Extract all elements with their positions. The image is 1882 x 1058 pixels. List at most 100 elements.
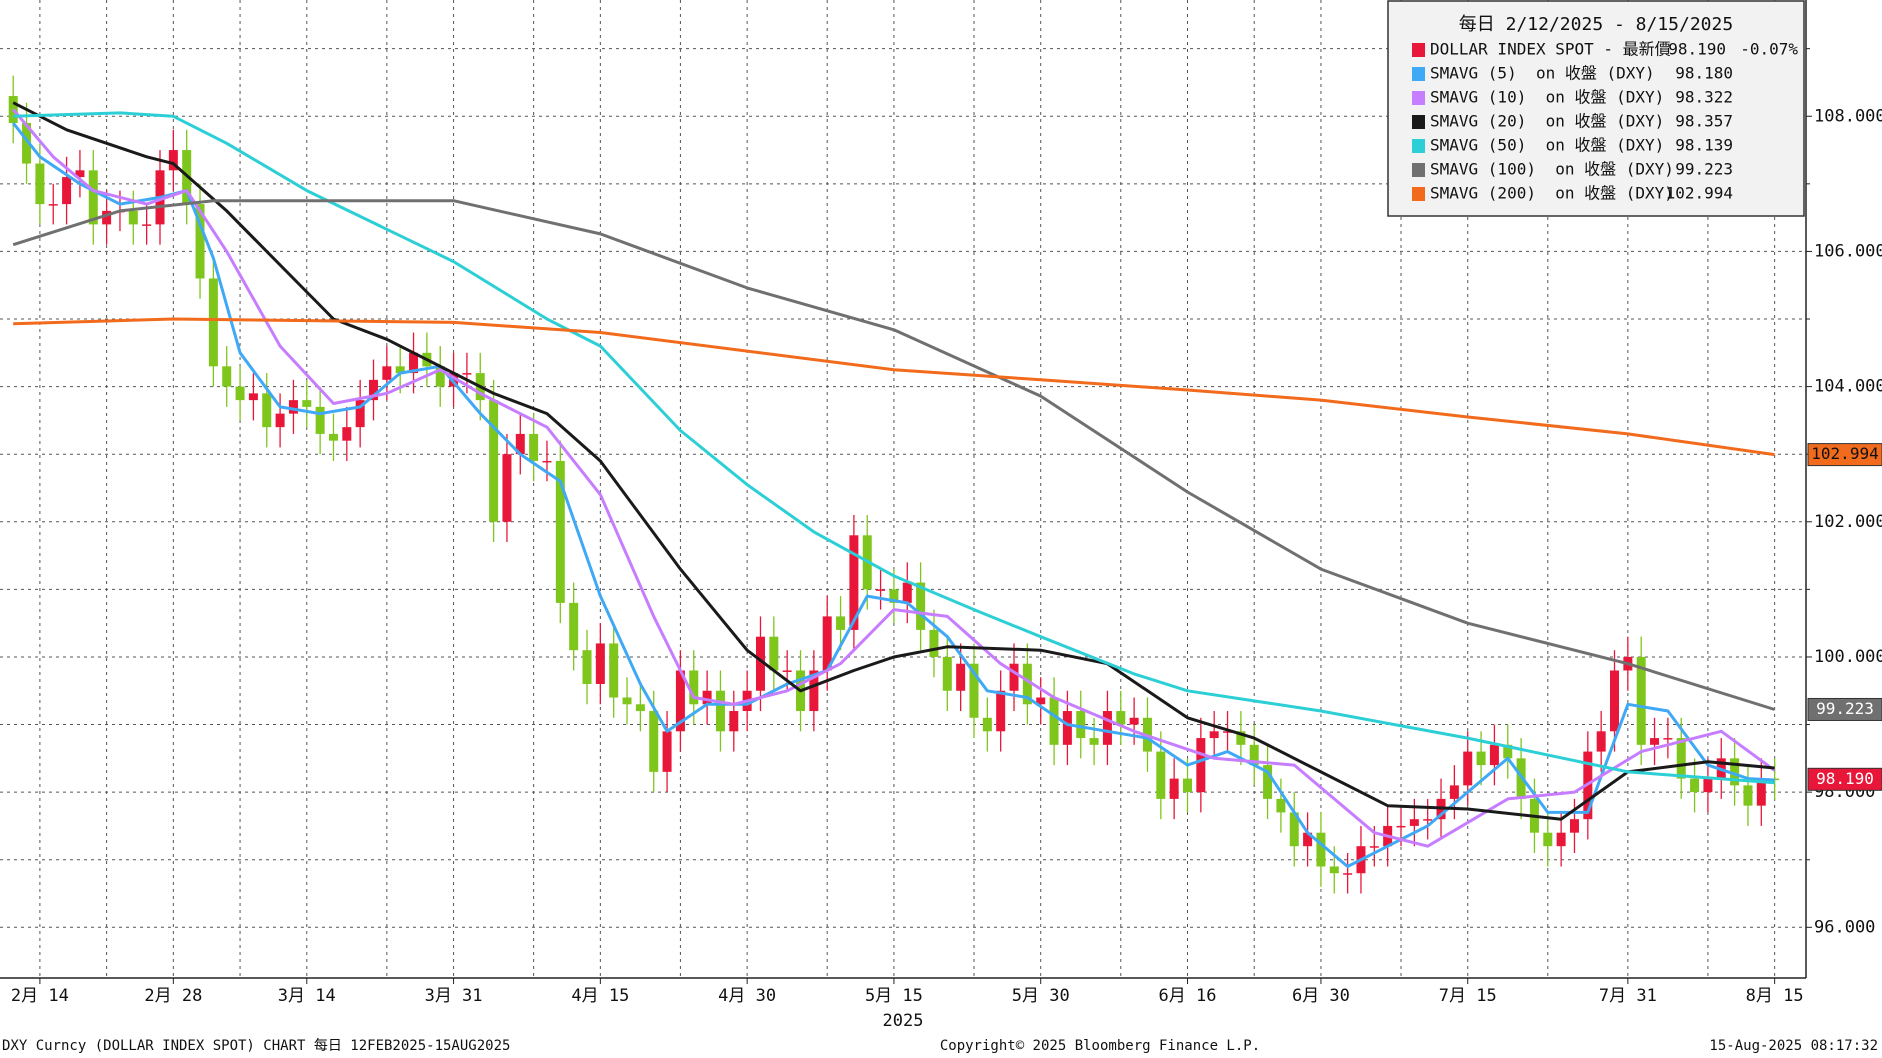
- price-tag: [1807, 697, 1882, 721]
- candle-body: [1223, 731, 1233, 733]
- candle-body: [1756, 778, 1766, 806]
- candle-body: [1569, 819, 1579, 833]
- y-tick-label: 106.000: [1814, 241, 1882, 261]
- candle-body: [1409, 819, 1419, 826]
- candle-body: [1076, 711, 1086, 739]
- candle-body: [1743, 785, 1753, 806]
- candle-body: [689, 670, 699, 705]
- candle-body: [1396, 825, 1406, 828]
- candle-body: [822, 616, 832, 671]
- candle-body: [929, 629, 939, 657]
- candle-body: [609, 643, 619, 698]
- candle-body: [342, 427, 352, 441]
- candle-body: [409, 352, 419, 374]
- x-tick-label: 2月 14: [11, 986, 69, 1006]
- candle-body: [555, 460, 565, 603]
- candle-body: [956, 663, 966, 691]
- footer-left: DXY Curncy (DOLLAR INDEX SPOT) CHART 每日 …: [2, 1038, 510, 1054]
- candle-body: [782, 670, 792, 672]
- candle-body: [1489, 744, 1499, 766]
- legend-swatch: [1412, 187, 1425, 201]
- candle-body: [248, 393, 258, 401]
- price-tag: [1807, 767, 1882, 791]
- legend-swatch: [1412, 163, 1425, 177]
- legend-label: SMAVG (50) on 收盤 (DXY): [1430, 136, 1664, 155]
- legend-title: 每日 2/12/2025 - 8/15/2025: [1459, 14, 1733, 35]
- legend-swatch: [1412, 139, 1425, 153]
- x-tick-label: 3月 31: [425, 986, 483, 1006]
- candle-body: [889, 589, 899, 603]
- candle-body: [1703, 778, 1713, 793]
- candle-body: [502, 454, 512, 522]
- lines: [12, 101, 1776, 868]
- x-tick-label: 5月 15: [865, 986, 923, 1006]
- candle-body: [48, 204, 58, 206]
- candle-body: [1636, 656, 1646, 745]
- legend-value: 98.357: [1675, 112, 1733, 131]
- price-tag-label: 102.994: [1811, 444, 1878, 463]
- footer-right: 15-Aug-2025 08:17:32: [1709, 1038, 1878, 1054]
- candle-body: [969, 663, 979, 718]
- candle-body: [902, 582, 912, 603]
- candle-body: [102, 210, 112, 225]
- candle-body: [1116, 711, 1126, 725]
- x-tick-label: 4月 30: [718, 986, 776, 1006]
- candle-body: [1049, 697, 1059, 745]
- legend-swatch: [1412, 91, 1425, 105]
- candle-body: [1503, 744, 1513, 759]
- ma-line: [13, 111, 1775, 785]
- x-tick-label: 5月 30: [1012, 986, 1070, 1006]
- y-tick-label: 108.000: [1814, 106, 1882, 126]
- x-tick-label: 7月 15: [1439, 986, 1497, 1006]
- candle-body: [235, 386, 245, 401]
- candle-body: [649, 711, 659, 772]
- candle-body: [729, 711, 739, 732]
- candle-body: [755, 636, 765, 691]
- candle-body: [128, 210, 138, 225]
- candle-body: [529, 433, 539, 461]
- legend-value: 99.223: [1675, 160, 1733, 179]
- candle-body: [1062, 711, 1072, 745]
- candle-body: [462, 373, 472, 375]
- candle-body: [75, 170, 85, 178]
- x-tick-label: 7月 31: [1599, 986, 1657, 1006]
- candle-body: [809, 670, 819, 712]
- legend-label: SMAVG (100) on 收盤 (DXY): [1430, 160, 1674, 179]
- candle-body: [262, 393, 272, 428]
- legend-value: 98.139: [1675, 136, 1733, 155]
- candle-body: [1022, 663, 1032, 705]
- legend: 每日 2/12/2025 - 8/15/2025 DOLLAR INDEX SP…: [1387, 0, 1805, 217]
- legend-value: 98.180: [1675, 64, 1733, 83]
- candle-body: [1543, 832, 1553, 847]
- candle-body: [1463, 751, 1473, 786]
- candle-body: [595, 643, 605, 684]
- candle-body: [1449, 785, 1459, 799]
- candle-body: [836, 616, 846, 630]
- candle-body: [849, 535, 859, 630]
- candle-body: [88, 170, 98, 225]
- candle-body: [1009, 663, 1019, 691]
- candle-body: [1610, 670, 1620, 732]
- x-tick-label: 6月 16: [1159, 986, 1217, 1006]
- candle-body: [1770, 778, 1780, 781]
- candle-body: [168, 150, 178, 171]
- ma-line: [12, 101, 1775, 821]
- x-tick-label: 6月 30: [1292, 986, 1350, 1006]
- candle-body: [635, 704, 645, 712]
- legend-label: SMAVG (200) on 收盤 (DXY): [1430, 184, 1674, 203]
- candle-body: [275, 413, 285, 428]
- candle-body: [1423, 819, 1433, 821]
- candle-body: [1730, 758, 1740, 786]
- candle-body: [22, 123, 32, 164]
- candle-body: [1036, 697, 1046, 705]
- candle-body: [328, 433, 338, 441]
- candle-body: [1329, 866, 1339, 874]
- x-tick-label: 2月 28: [144, 986, 202, 1006]
- candle-body: [1089, 738, 1099, 745]
- y-tick-label: 104.000: [1814, 377, 1882, 397]
- candles: [8, 75, 1780, 894]
- ma-line: [12, 108, 1776, 848]
- y-tick-label: 96.000: [1814, 917, 1875, 937]
- ma-line: [13, 317, 1775, 457]
